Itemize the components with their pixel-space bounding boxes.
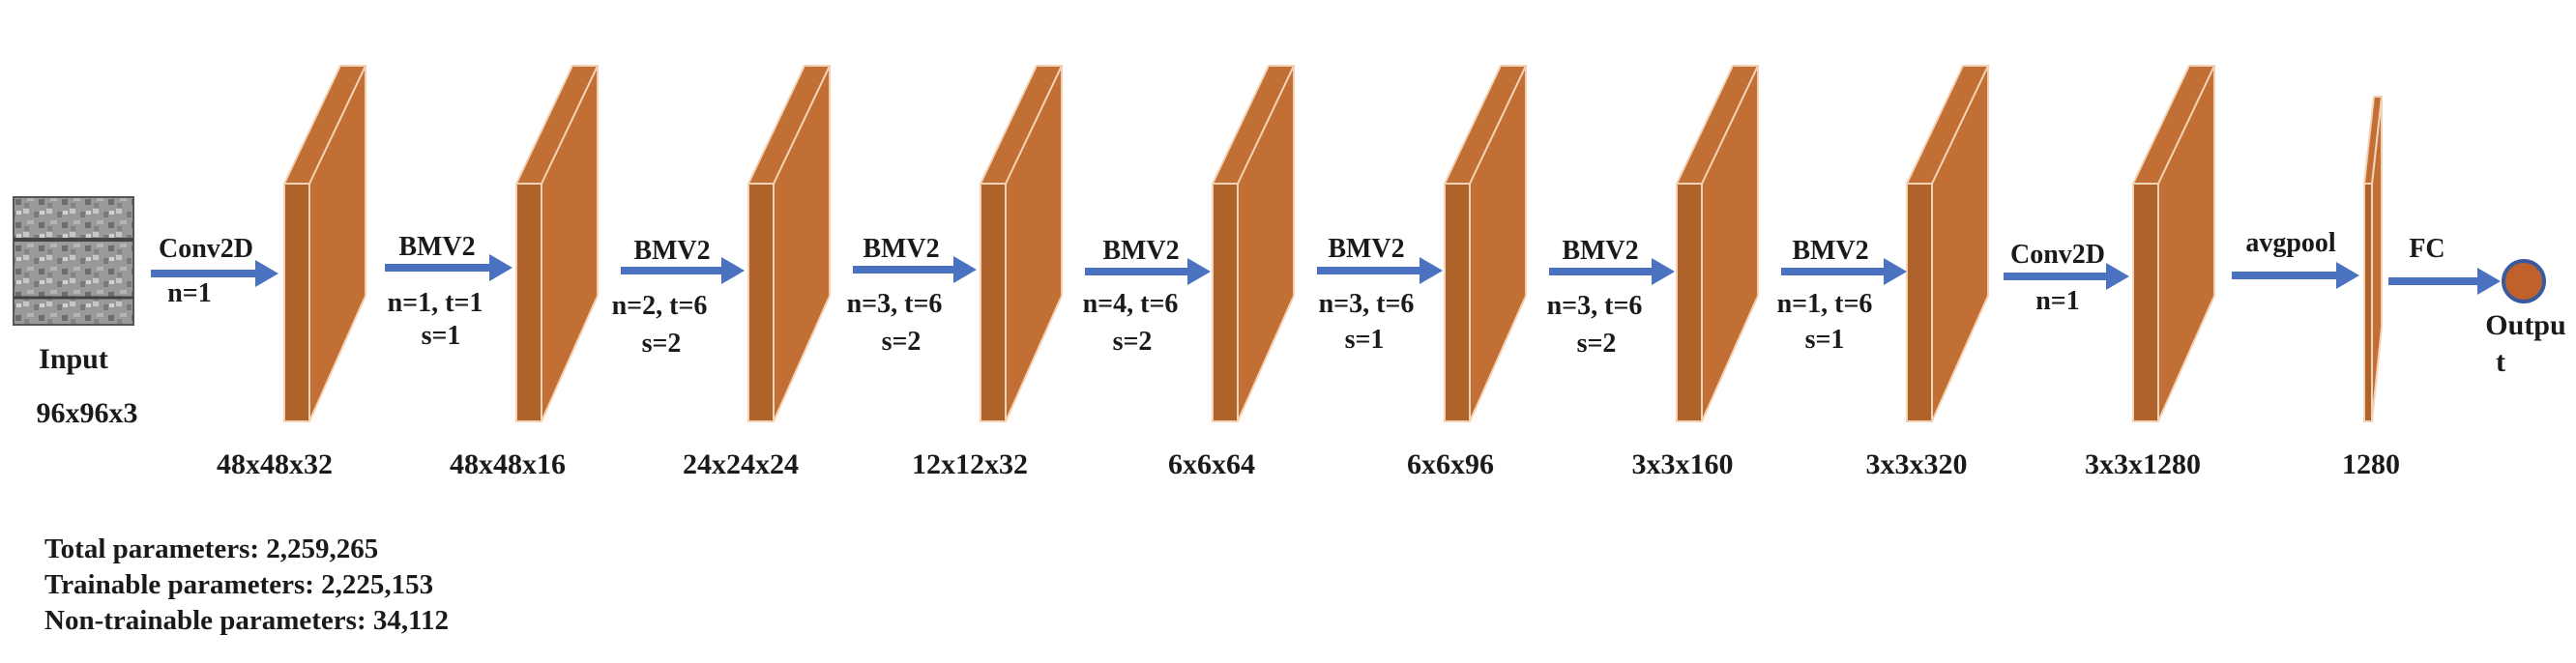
operation-stride: s=2 xyxy=(642,329,682,359)
feature-map-block xyxy=(979,65,1064,422)
total-parameters: Total parameters: 2,259,265 xyxy=(44,533,379,564)
operation-params: n=1, t=6 xyxy=(1777,289,1873,319)
operation-params: n=1 xyxy=(167,278,212,308)
feature-map-block xyxy=(1675,65,1760,422)
flow-arrow xyxy=(621,257,745,284)
input-label: Input xyxy=(39,343,108,375)
operation-label: BMV2 xyxy=(633,236,710,266)
operation-stride: s=1 xyxy=(1345,325,1385,355)
output-shape-label: 6x6x96 xyxy=(1407,448,1494,480)
flow-arrow xyxy=(1549,258,1675,285)
feature-map-block xyxy=(1905,65,1990,422)
operation-label: BMV2 xyxy=(1102,236,1179,266)
output-label-line1: Outpu xyxy=(2485,309,2565,341)
operation-params: n=1 xyxy=(2035,286,2080,316)
flow-arrow xyxy=(1781,258,1907,285)
output-label-line2: t xyxy=(2496,346,2505,378)
feature-map-block xyxy=(514,65,600,422)
output-shape-label: 3x3x160 xyxy=(1632,448,1734,480)
flow-arrow xyxy=(2004,263,2129,290)
flow-arrow xyxy=(151,260,278,287)
feature-map-block xyxy=(1443,65,1528,422)
feature-map-block xyxy=(2362,96,2384,422)
output-shape-label: 24x24x24 xyxy=(683,448,799,480)
operation-params: n=2, t=6 xyxy=(612,291,708,321)
output-node xyxy=(2502,259,2546,303)
operation-stride: s=2 xyxy=(1113,327,1153,357)
flow-arrow xyxy=(853,256,977,283)
operation-label: Conv2D xyxy=(159,234,253,264)
operation-label: avgpool xyxy=(2245,228,2336,258)
flow-arrow xyxy=(1085,258,1211,285)
feature-map-block xyxy=(282,65,367,422)
feature-map-block xyxy=(2131,65,2216,422)
output-shape-label: 48x48x16 xyxy=(450,448,566,480)
non-trainable-parameters: Non-trainable parameters: 34,112 xyxy=(44,605,450,636)
operation-stride: s=1 xyxy=(1805,325,1845,355)
operation-stride: s=2 xyxy=(882,327,922,357)
operation-stride: s=1 xyxy=(422,321,461,351)
operation-stride: s=2 xyxy=(1577,329,1617,359)
operation-label: BMV2 xyxy=(1328,234,1404,264)
output-shape-label: 48x48x32 xyxy=(217,448,333,480)
operation-label: BMV2 xyxy=(398,232,475,262)
operation-params: n=1, t=1 xyxy=(388,288,483,318)
operation-label: FC xyxy=(2409,234,2444,264)
flow-arrow xyxy=(2388,268,2501,295)
operation-label: BMV2 xyxy=(863,234,939,264)
flow-arrow xyxy=(1317,257,1443,284)
trainable-parameters: Trainable parameters: 2,225,153 xyxy=(44,569,434,600)
output-shape-label: 6x6x64 xyxy=(1168,448,1255,480)
operation-params: n=3, t=6 xyxy=(1547,291,1643,321)
output-shape-label: 1280 xyxy=(2342,448,2400,480)
parameter-summary: Total parameters: 2,259,265 Trainable pa… xyxy=(44,532,449,639)
operation-label: BMV2 xyxy=(1792,236,1868,266)
flow-arrow xyxy=(2232,262,2359,289)
output-shape-label: 3x3x1280 xyxy=(2085,448,2201,480)
input-image xyxy=(13,196,134,326)
operation-label: BMV2 xyxy=(1562,236,1638,266)
feature-map-block xyxy=(746,65,832,422)
input-size: 96x96x3 xyxy=(37,397,138,429)
operation-params: n=4, t=6 xyxy=(1083,289,1179,319)
flow-arrow xyxy=(385,254,512,281)
feature-map-block xyxy=(1211,65,1296,422)
operation-params: n=3, t=6 xyxy=(847,289,943,319)
output-shape-label: 3x3x320 xyxy=(1866,448,1968,480)
operation-params: n=3, t=6 xyxy=(1319,289,1415,319)
operation-label: Conv2D xyxy=(2010,240,2105,270)
output-shape-label: 12x12x32 xyxy=(912,448,1028,480)
